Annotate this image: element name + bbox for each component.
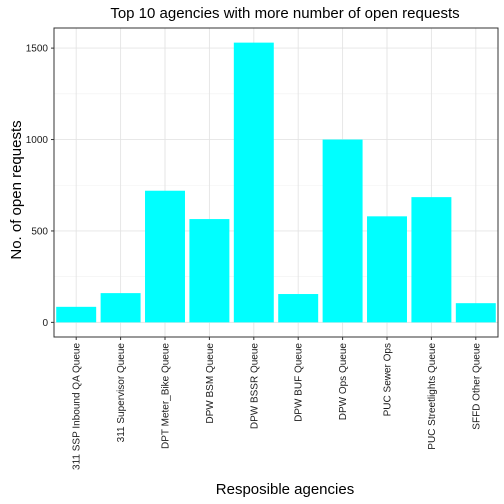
x-tick-label: 311 Supervisor Queue xyxy=(116,343,127,443)
bar xyxy=(411,197,452,323)
x-tick-label: DPW BSM Queue xyxy=(205,343,216,424)
x-axis-title: Resposible agencies xyxy=(216,481,354,498)
x-tick-label: DPW Ops Queue xyxy=(338,343,349,421)
x-tick-label: PUC Sewer Ops xyxy=(383,343,394,416)
y-tick-label: 500 xyxy=(31,226,48,237)
y-axis-title: No. of open requests xyxy=(8,120,25,259)
chart-title: Top 10 agencies with more number of open… xyxy=(110,5,459,22)
bar xyxy=(367,216,407,323)
x-tick-label: 311 SSP Inbound QA Queue xyxy=(72,343,83,470)
x-tick-label: SFFD Other Queue xyxy=(471,343,482,430)
y-tick-label: 1500 xyxy=(26,44,49,55)
bar xyxy=(278,294,319,323)
x-axis: 311 SSP Inbound QA Queue 311 Supervisor Q… xyxy=(72,337,482,470)
bar xyxy=(100,293,141,323)
x-tick-label: PUC Streetlights Queue xyxy=(427,343,438,450)
y-axis: 0 500 1000 1500 xyxy=(26,44,54,329)
plot-panel xyxy=(53,27,499,338)
x-tick-label: DPT Meter_Bike Queue xyxy=(161,343,172,449)
bar xyxy=(145,190,185,323)
bars xyxy=(56,42,496,323)
bar xyxy=(322,139,363,323)
bar xyxy=(56,306,97,323)
y-tick-label: 0 xyxy=(42,318,48,329)
bar xyxy=(233,42,274,323)
x-tick-label: DPW BSSR Queue xyxy=(249,343,260,430)
bar xyxy=(189,219,230,323)
y-tick-label: 1000 xyxy=(26,135,49,146)
x-tick-label: DPW BUF Queue xyxy=(294,343,305,422)
bar xyxy=(455,303,496,323)
